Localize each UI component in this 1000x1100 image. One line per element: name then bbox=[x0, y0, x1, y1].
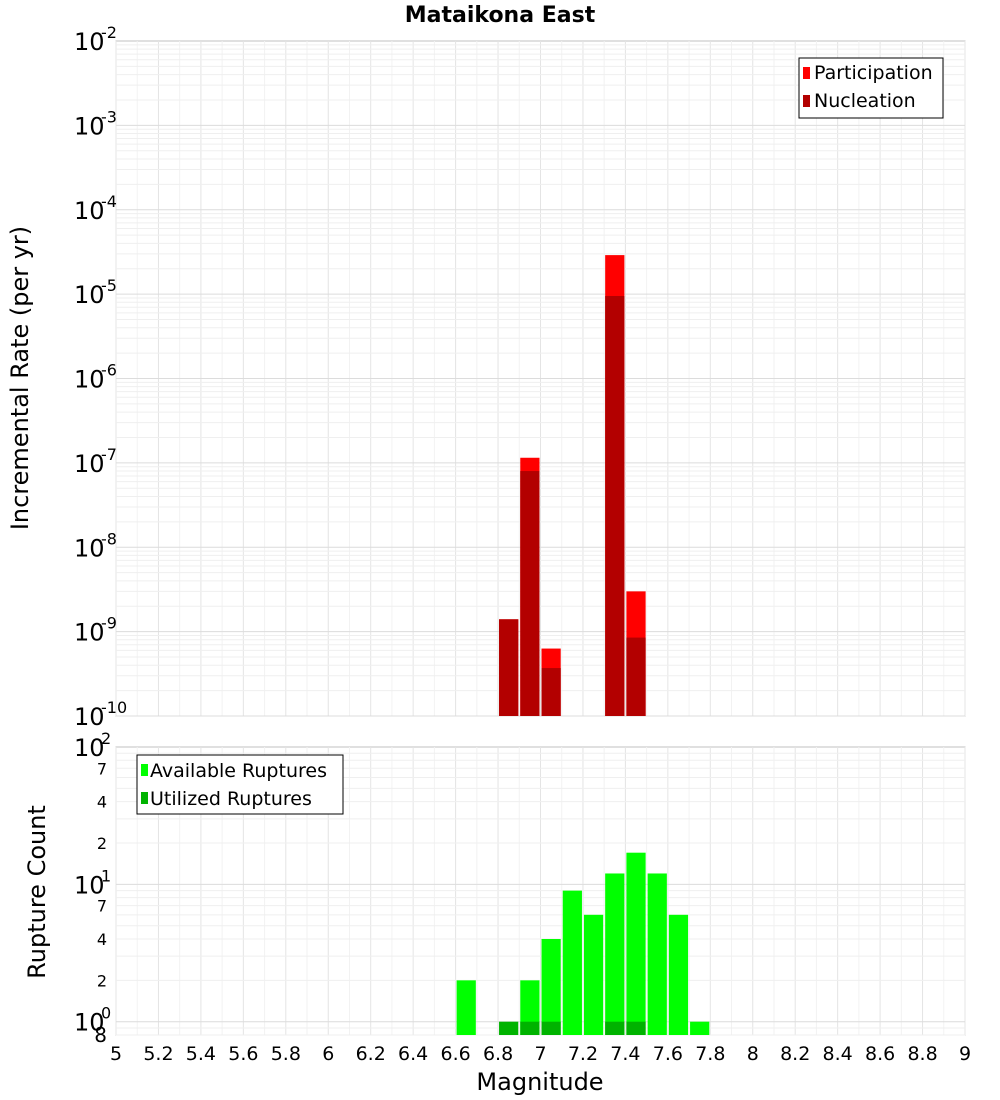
bottom-bar-b bbox=[626, 1021, 646, 1035]
top-gridlines bbox=[115, 41, 966, 717]
bottom-bar-a bbox=[520, 980, 540, 1035]
bottom-bar-a bbox=[647, 873, 667, 1035]
bottom-y-minor-tick: 8 bbox=[94, 1023, 107, 1047]
bottom-y-minor-tick: 4 bbox=[97, 793, 107, 812]
top-y-tick-base: 10 bbox=[74, 197, 105, 225]
x-tick-label: 7 bbox=[534, 1043, 546, 1065]
x-tick-label: 7.6 bbox=[653, 1043, 683, 1065]
bottom-legend: Available Ruptures Utilized Ruptures bbox=[136, 754, 344, 815]
bottom-bar-b bbox=[520, 1021, 540, 1035]
bottom-bars bbox=[456, 852, 710, 1035]
bottom-y-minor-tick: 7 bbox=[97, 897, 107, 916]
bottom-y-tick-base: 10 bbox=[74, 734, 105, 762]
top-y-axis-label: Incremental Rate (per yr) bbox=[6, 226, 34, 530]
bottom-bar-b bbox=[541, 1021, 561, 1035]
bottom-bar-a bbox=[690, 1021, 710, 1035]
top-y-tick-base: 10 bbox=[74, 281, 105, 309]
legend-label-nucleation: Nucleation bbox=[814, 90, 916, 112]
bottom-y-tick-base: 10 bbox=[74, 871, 105, 899]
x-tick-labels: 5 5.2 5.4 5.6 5.8 6 6.2 6.4 6.6 6.8 7 7.2 7.4 7.6 7.8 8… bbox=[110, 1043, 971, 1065]
x-axis-label: Magnitude bbox=[476, 1068, 603, 1096]
x-tick-label: 6 bbox=[322, 1043, 334, 1065]
top-y-tick-exponent: -10 bbox=[101, 698, 127, 717]
top-y-tick-base: 10 bbox=[74, 28, 105, 56]
top-y-tick-base: 10 bbox=[74, 112, 105, 140]
bottom-bar-a bbox=[668, 914, 689, 1035]
legend-label-participation: Participation bbox=[814, 62, 933, 84]
top-y-tick-exponent: -5 bbox=[101, 276, 117, 295]
top-y-tick-exponent: -4 bbox=[101, 192, 117, 211]
bottom-bar-a bbox=[562, 890, 582, 1035]
x-tick-label: 7.4 bbox=[610, 1043, 640, 1065]
bottom-y-tick-exponent: 0 bbox=[101, 1004, 111, 1023]
x-tick-label: 8.2 bbox=[780, 1043, 810, 1065]
bottom-y-tick-exponent: 1 bbox=[101, 866, 111, 885]
legend-swatch-utilized bbox=[141, 792, 148, 804]
legend-label-available: Available Ruptures bbox=[150, 760, 327, 782]
x-tick-label: 6.6 bbox=[440, 1043, 470, 1065]
top-bar-b bbox=[605, 296, 625, 716]
bottom-y-minor-tick: 2 bbox=[97, 971, 107, 990]
x-tick-label: 6.4 bbox=[398, 1043, 428, 1065]
bottom-y-minor-tick: 4 bbox=[97, 930, 107, 949]
top-y-tick-exponent: -2 bbox=[101, 23, 117, 42]
x-tick-label: 7.8 bbox=[695, 1043, 725, 1065]
bottom-bar-b bbox=[499, 1021, 519, 1035]
top-y-tick-base: 10 bbox=[74, 366, 105, 394]
x-tick-label: 8.4 bbox=[823, 1043, 853, 1065]
top-y-tick-exponent: -6 bbox=[101, 361, 117, 380]
x-tick-label: 5.8 bbox=[271, 1043, 301, 1065]
x-tick-label: 9 bbox=[959, 1043, 971, 1065]
bottom-bar-a bbox=[541, 939, 561, 1035]
bottom-y-minor-tick: 7 bbox=[97, 759, 107, 778]
bottom-bar-a bbox=[626, 852, 646, 1035]
top-y-tick-base: 10 bbox=[74, 450, 105, 478]
top-y-tick-exponent: -8 bbox=[101, 529, 117, 548]
top-legend-box bbox=[798, 57, 944, 119]
top-bar-b bbox=[541, 668, 561, 716]
legend-swatch-available bbox=[141, 764, 148, 776]
bottom-y-minor-tick: 2 bbox=[97, 834, 107, 853]
chart-title: Mataikona East bbox=[405, 3, 596, 28]
x-tick-label: 6.2 bbox=[356, 1043, 386, 1065]
top-y-tick-labels: 10-210-310-410-510-610-710-810-910-10 bbox=[74, 23, 127, 731]
top-y-tick-exponent: -3 bbox=[101, 107, 117, 126]
bottom-y-axis-label: Rupture Count bbox=[23, 805, 51, 979]
x-tick-label: 5.6 bbox=[228, 1043, 258, 1065]
top-y-tick-base: 10 bbox=[74, 534, 105, 562]
bottom-y-tick-exponent: 2 bbox=[101, 729, 111, 748]
top-y-tick-exponent: -7 bbox=[101, 445, 117, 464]
x-tick-label: 7.2 bbox=[568, 1043, 598, 1065]
legend-swatch-participation bbox=[803, 67, 810, 79]
legend-swatch-nucleation bbox=[803, 95, 810, 107]
top-bar-b bbox=[520, 471, 540, 716]
bottom-legend-box bbox=[136, 754, 344, 815]
bottom-y-tick-base: 10 bbox=[74, 1009, 105, 1037]
top-y-tick-exponent: -9 bbox=[101, 614, 117, 633]
bottom-bar-a bbox=[605, 873, 625, 1035]
top-y-tick-base: 10 bbox=[74, 703, 105, 731]
bottom-bar-a bbox=[456, 980, 476, 1035]
bottom-bar-b bbox=[605, 1021, 625, 1035]
bottom-bar-a bbox=[583, 914, 604, 1035]
x-tick-label: 5 bbox=[110, 1043, 122, 1065]
x-tick-label: 6.8 bbox=[483, 1043, 513, 1065]
top-legend: Participation Nucleation bbox=[798, 57, 944, 119]
x-tick-label: 5.2 bbox=[143, 1043, 173, 1065]
top-bar-b bbox=[626, 637, 646, 716]
x-tick-label: 8.6 bbox=[865, 1043, 895, 1065]
x-tick-label: 8 bbox=[747, 1043, 759, 1065]
top-bars bbox=[499, 255, 646, 716]
top-bar-b bbox=[499, 619, 519, 716]
x-tick-label: 8.8 bbox=[907, 1043, 937, 1065]
bottom-gridlines bbox=[115, 747, 966, 1036]
top-y-tick-base: 10 bbox=[74, 619, 105, 647]
legend-label-utilized: Utilized Ruptures bbox=[150, 788, 312, 810]
x-tick-label: 5.4 bbox=[186, 1043, 216, 1065]
